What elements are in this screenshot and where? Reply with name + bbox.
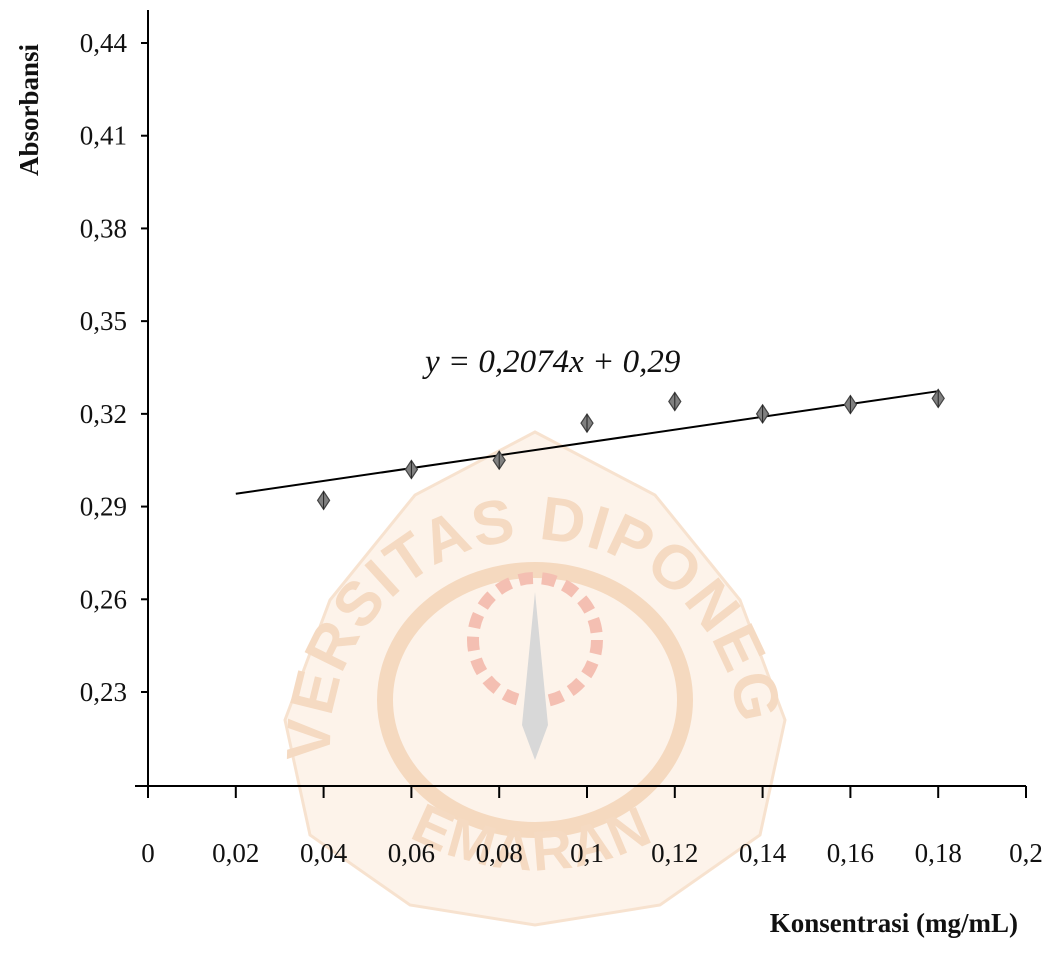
x-tick-label: 0,2 — [1009, 838, 1043, 868]
x-tick-label: 0,14 — [739, 838, 787, 868]
x-tick-label: 0,1 — [570, 838, 604, 868]
y-tick-label: 0,32 — [80, 399, 127, 429]
x-tick-label: 0,08 — [476, 838, 523, 868]
data-point — [492, 450, 506, 471]
data-point — [931, 388, 945, 409]
x-tick-label: 0,04 — [300, 838, 348, 868]
y-tick-label: 0,23 — [80, 677, 127, 707]
y-tick-label: 0,44 — [80, 28, 128, 58]
y-axis-title: Absorbansi — [14, 43, 44, 176]
data-point — [668, 391, 682, 412]
data-point — [580, 413, 594, 434]
data-point — [755, 403, 770, 424]
x-tick-label: 0,02 — [212, 838, 259, 868]
y-tick-label: 0,29 — [80, 492, 127, 522]
data-point — [316, 490, 331, 511]
y-tick-label: 0,38 — [80, 213, 127, 243]
x-tick-label: 0 — [141, 838, 155, 868]
y-tick-label: 0,41 — [80, 121, 127, 151]
x-tick-label: 0,18 — [915, 838, 962, 868]
x-tick-label: 0,16 — [827, 838, 874, 868]
y-tick-label: 0,26 — [80, 584, 127, 614]
y-axis-ticks: 0,23 0,26 0,29 0,32 0,35 0,38 0,41 0,44 — [80, 28, 148, 707]
trendline — [235, 390, 939, 495]
x-tick-label: 0,06 — [388, 838, 435, 868]
data-points — [316, 388, 945, 511]
data-point — [404, 459, 419, 480]
x-axis-ticks: 0 0,02 0,04 0,06 0,08 0,1 0,12 0,14 0,16 0,18 0,2 — [141, 786, 1043, 868]
data-point — [843, 394, 858, 415]
y-tick-label: 0,35 — [80, 306, 127, 336]
watermark-wreath — [377, 562, 693, 838]
x-axis-title: Konsentrasi (mg/mL) — [770, 908, 1018, 938]
watermark-dagger — [522, 592, 548, 760]
x-tick-label: 0,12 — [651, 838, 698, 868]
trendline-equation: y = 0,2074x + 0,29 — [422, 344, 680, 380]
